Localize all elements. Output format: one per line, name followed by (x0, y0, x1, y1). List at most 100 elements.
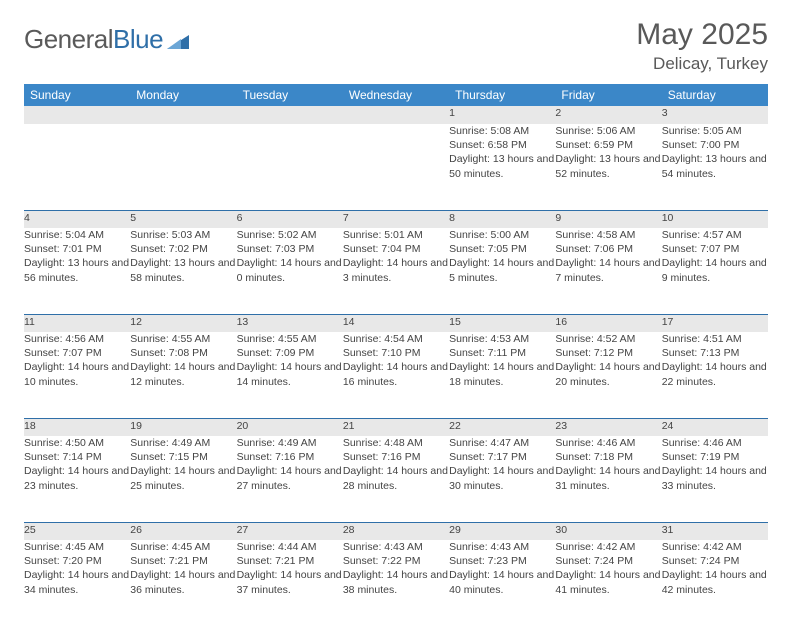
daylight-line: Daylight: 13 hours and 58 minutes. (130, 256, 236, 284)
day-content-cell: Sunrise: 5:02 AMSunset: 7:03 PMDaylight:… (237, 228, 343, 314)
day-content-cell: Sunrise: 4:57 AMSunset: 7:07 PMDaylight:… (662, 228, 768, 314)
day-content-row: Sunrise: 4:45 AMSunset: 7:20 PM Daylight:… (24, 540, 768, 626)
calendar-table: SundayMondayTuesdayWednesdayThursdayFrid… (24, 84, 768, 626)
sunset-line: Sunset: 7:22 PM (343, 554, 449, 568)
sunrise-line: Sunrise: 4:49 AM (237, 436, 343, 450)
title-block: May 2025 Delicay, Turkey (636, 18, 768, 74)
sunset-line: Sunset: 7:13 PM (662, 346, 768, 360)
day-of-week-row: SundayMondayTuesdayWednesdayThursdayFrid… (24, 84, 768, 106)
day-content-cell: Sunrise: 4:46 AMSunset: 7:19 PMDaylight:… (662, 436, 768, 522)
day-content-cell (343, 124, 449, 210)
sunrise-line: Sunrise: 4:43 AM (343, 540, 449, 554)
daylight-line: Daylight: 14 hours and 42 minutes. (662, 568, 768, 596)
logo-text-blue: Blue (113, 24, 163, 54)
day-number-cell: 27 (237, 522, 343, 540)
sunset-line: Sunset: 7:14 PM (24, 450, 130, 464)
day-of-week-header: Tuesday (237, 84, 343, 106)
day-number-cell: 23 (555, 418, 661, 436)
sunrise-line: Sunrise: 4:54 AM (343, 332, 449, 346)
day-content-cell: Sunrise: 5:08 AMSunset: 6:58 PMDaylight:… (449, 124, 555, 210)
daylight-line: Daylight: 14 hours and 30 minutes. (449, 464, 555, 492)
sunrise-line: Sunrise: 5:05 AM (662, 124, 768, 138)
sunrise-line: Sunrise: 4:48 AM (343, 436, 449, 450)
sunset-line: Sunset: 7:24 PM (555, 554, 661, 568)
day-number-row: 123 (24, 106, 768, 124)
sunrise-line: Sunrise: 5:00 AM (449, 228, 555, 242)
daylight-line: Daylight: 14 hours and 7 minutes. (555, 256, 661, 284)
daylight-line: Daylight: 14 hours and 27 minutes. (237, 464, 343, 492)
day-number-row: 45678910 (24, 210, 768, 228)
day-number-cell: 16 (555, 314, 661, 332)
sunrise-line: Sunrise: 4:56 AM (24, 332, 130, 346)
sunrise-line: Sunrise: 5:06 AM (555, 124, 661, 138)
day-number-cell: 6 (237, 210, 343, 228)
sunrise-line: Sunrise: 4:50 AM (24, 436, 130, 450)
sunset-line: Sunset: 7:17 PM (449, 450, 555, 464)
day-number-cell: 10 (662, 210, 768, 228)
sunrise-line: Sunrise: 4:55 AM (237, 332, 343, 346)
day-of-week-header: Monday (130, 84, 236, 106)
daylight-line: Daylight: 14 hours and 5 minutes. (449, 256, 555, 284)
day-number-cell: 2 (555, 106, 661, 124)
day-content-row: Sunrise: 5:04 AMSunset: 7:01 PMDaylight:… (24, 228, 768, 314)
sunset-line: Sunset: 7:20 PM (24, 554, 130, 568)
sunset-line: Sunset: 7:18 PM (555, 450, 661, 464)
day-content-cell: Sunrise: 4:53 AMSunset: 7:11 PMDaylight:… (449, 332, 555, 418)
sunrise-line: Sunrise: 4:46 AM (555, 436, 661, 450)
day-number-cell: 17 (662, 314, 768, 332)
day-content-cell: Sunrise: 4:43 AMSunset: 7:22 PMDaylight:… (343, 540, 449, 626)
sunset-line: Sunset: 7:16 PM (237, 450, 343, 464)
day-content-cell: Sunrise: 4:54 AMSunset: 7:10 PMDaylight:… (343, 332, 449, 418)
logo: GeneralBlue (24, 18, 189, 55)
sunset-line: Sunset: 7:00 PM (662, 138, 768, 152)
sunset-line: Sunset: 7:21 PM (130, 554, 236, 568)
day-content-cell: Sunrise: 5:00 AMSunset: 7:05 PMDaylight:… (449, 228, 555, 314)
day-of-week-header: Wednesday (343, 84, 449, 106)
day-number-cell (130, 106, 236, 124)
sunset-line: Sunset: 6:58 PM (449, 138, 555, 152)
day-content-cell: Sunrise: 4:44 AMSunset: 7:21 PMDaylight:… (237, 540, 343, 626)
daylight-line: Daylight: 14 hours and 16 minutes. (343, 360, 449, 388)
sunrise-line: Sunrise: 4:46 AM (662, 436, 768, 450)
sunset-line: Sunset: 7:09 PM (237, 346, 343, 360)
daylight-line: Daylight: 14 hours and 33 minutes. (662, 464, 768, 492)
daylight-line: Daylight: 14 hours and 31 minutes. (555, 464, 661, 492)
day-content-cell: Sunrise: 4:49 AMSunset: 7:15 PMDaylight:… (130, 436, 236, 522)
day-number-cell: 20 (237, 418, 343, 436)
day-content-cell: Sunrise: 4:45 AMSunset: 7:20 PMDaylight:… (24, 540, 130, 626)
day-number-cell: 24 (662, 418, 768, 436)
sunset-line: Sunset: 7:06 PM (555, 242, 661, 256)
sunset-line: Sunset: 7:16 PM (343, 450, 449, 464)
sunrise-line: Sunrise: 4:51 AM (662, 332, 768, 346)
sunrise-line: Sunrise: 5:08 AM (449, 124, 555, 138)
daylight-line: Daylight: 13 hours and 50 minutes. (449, 152, 555, 180)
day-content-cell: Sunrise: 4:55 AMSunset: 7:09 PMDaylight:… (237, 332, 343, 418)
day-number-cell: 4 (24, 210, 130, 228)
day-content-row: Sunrise: 4:50 AMSunset: 7:14 PMDaylight:… (24, 436, 768, 522)
day-content-cell: Sunrise: 4:48 AMSunset: 7:16 PMDaylight:… (343, 436, 449, 522)
day-number-cell: 13 (237, 314, 343, 332)
daylight-line: Daylight: 13 hours and 54 minutes. (662, 152, 768, 180)
sunrise-line: Sunrise: 4:57 AM (662, 228, 768, 242)
daylight-line: Daylight: 14 hours and 9 minutes. (662, 256, 768, 284)
day-of-week-header: Thursday (449, 84, 555, 106)
day-of-week-header: Friday (555, 84, 661, 106)
day-content-cell: Sunrise: 4:42 AMSunset: 7:24 PMDaylight:… (555, 540, 661, 626)
day-number-cell: 15 (449, 314, 555, 332)
sunrise-line: Sunrise: 4:45 AM (130, 540, 236, 554)
day-content-cell: Sunrise: 4:47 AMSunset: 7:17 PMDaylight:… (449, 436, 555, 522)
day-number-cell: 29 (449, 522, 555, 540)
day-number-cell (237, 106, 343, 124)
day-content-cell: Sunrise: 4:43 AMSunset: 7:23 PMDaylight:… (449, 540, 555, 626)
sunset-line: Sunset: 7:23 PM (449, 554, 555, 568)
day-content-cell: Sunrise: 4:42 AMSunset: 7:24 PMDaylight:… (662, 540, 768, 626)
sunrise-line: Sunrise: 4:49 AM (130, 436, 236, 450)
sunset-line: Sunset: 7:15 PM (130, 450, 236, 464)
daylight-line: Daylight: 14 hours and 25 minutes. (130, 464, 236, 492)
day-content-cell: Sunrise: 4:46 AMSunset: 7:18 PMDaylight:… (555, 436, 661, 522)
day-number-cell (343, 106, 449, 124)
daylight-line: Daylight: 14 hours and 0 minutes. (237, 256, 343, 284)
sunrise-line: Sunrise: 4:45 AM (24, 540, 130, 554)
sunset-line: Sunset: 7:10 PM (343, 346, 449, 360)
calendar-head: SundayMondayTuesdayWednesdayThursdayFrid… (24, 84, 768, 106)
